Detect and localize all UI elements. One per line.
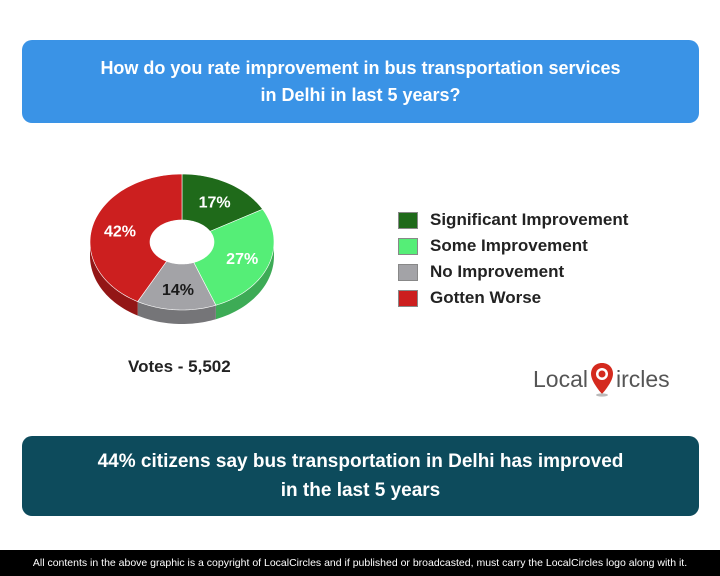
- copyright-footer: All contents in the above graphic is a c…: [0, 550, 720, 576]
- legend-item: No Improvement: [398, 259, 628, 285]
- legend-swatch: [398, 211, 418, 229]
- question-line-2: in Delhi in last 5 years?: [260, 84, 461, 105]
- slice-label-3: 42%: [104, 223, 136, 240]
- localcircles-logo: Local ircles: [533, 356, 670, 402]
- donut-side-2: [137, 301, 216, 324]
- legend-label: Gotten Worse: [430, 288, 542, 307]
- finding-line-1: 44% citizens say bus transportation in D…: [97, 451, 624, 472]
- votes-count: Votes - 5,502: [128, 357, 231, 376]
- legend-label: No Improvement: [430, 262, 565, 281]
- legend-swatch: [398, 289, 418, 307]
- slice-label-1: 27%: [226, 251, 258, 268]
- question-banner: How do you rate improvement in bus trans…: [22, 40, 699, 123]
- slice-label-2: 14%: [162, 282, 194, 299]
- finding-banner: 44% citizens say bus transportation in D…: [22, 436, 699, 516]
- legend-label: Significant Improvement: [430, 210, 629, 229]
- logo-text-local: Local: [533, 365, 588, 392]
- finding-line-2: in the last 5 years: [280, 480, 441, 501]
- legend-label: Some Improvement: [430, 236, 588, 255]
- slice-label-0: 17%: [199, 195, 231, 212]
- donut-slice-gotten-worse: [89, 173, 183, 302]
- logo-text-ircles: ircles: [615, 365, 670, 392]
- question-line-1: How do you rate improvement in bus trans…: [100, 57, 621, 78]
- legend-swatch: [398, 237, 418, 255]
- donut-chart: 17% 27% 14% 42%: [89, 173, 275, 324]
- legend-swatch: [398, 263, 418, 281]
- donut-side-3: [90, 242, 138, 316]
- legend-item: Gotten Worse: [398, 285, 628, 311]
- location-pin-icon: [589, 361, 615, 397]
- legend-item: Some Improvement: [398, 233, 628, 259]
- legend-item: Significant Improvement: [398, 207, 628, 233]
- chart-legend: Significant Improvement Some Improvement N…: [398, 207, 628, 311]
